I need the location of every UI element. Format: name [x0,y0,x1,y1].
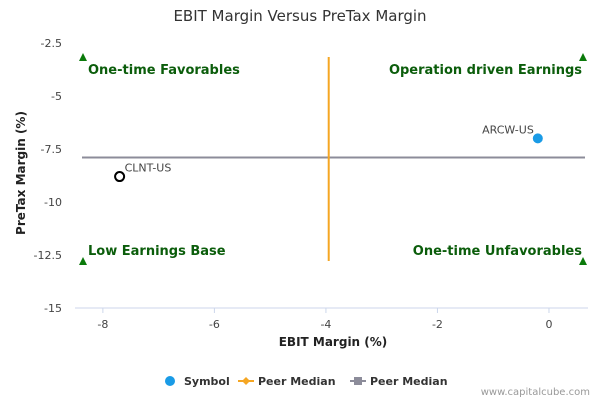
y-tick-label: -12.5 [34,249,62,262]
legend-symbol-label: Symbol [184,375,230,388]
legend-median-y-label: Peer Median [370,375,448,388]
symbol-point-label: ARCW-US [482,123,534,136]
peer-point-label: CLNT-US [125,162,172,175]
quadrant-label-top-left: One-time Favorables [88,63,240,78]
x-tick-label: -8 [97,318,108,331]
quadrant-label-bottom-right: One-time Unfavorables [413,244,582,259]
plot-area: -8 -6 -4 -2 0 -2.5 -5 -7.5 -10 -12.5 -15 One-time… [34,37,588,331]
y-axis-ticks: -2.5 -5 -7.5 -10 -12.5 -15 [34,37,62,315]
median-lines [82,57,585,261]
y-tick-label: -7.5 [41,143,62,156]
chart-title: EBIT Margin Versus PreTax Margin [173,7,426,25]
peer-point [114,171,126,183]
y-tick-label: -15 [44,302,62,315]
x-tick-label: 0 [545,318,552,331]
x-tick-label: -6 [209,318,220,331]
x-tick-label: -4 [320,318,331,331]
legend-symbol-marker [165,376,175,386]
x-axis-title: EBIT Margin (%) [279,335,388,349]
data-points: ARCW-US CLNT-US [114,123,543,183]
quadrant-labels: One-time Favorables Operation driven Earn… [88,63,582,259]
y-tick-label: -5 [51,90,62,103]
legend-median-y-marker [354,377,362,385]
quadrant-label-bottom-left: Low Earnings Base [88,244,226,259]
x-axis-ticks: -8 -6 -4 -2 0 [97,308,552,331]
legend-median-x-marker [242,377,250,385]
quadrant-triangle-marker [579,257,587,265]
y-tick-label: -10 [44,196,62,209]
quadrant-markers [79,53,587,265]
symbol-point [532,133,543,144]
y-tick-label: -2.5 [41,37,62,50]
legend-median-x-label: Peer Median [258,375,336,388]
legend: Symbol Peer Median Peer Median [165,375,448,388]
y-axis-title: PreTax Margin (%) [14,111,28,235]
quadrant-triangle-marker [79,257,87,265]
quadrant-triangle-marker [79,53,87,61]
quadrant-label-top-right: Operation driven Earnings [389,63,582,78]
quadrant-triangle-marker [579,53,587,61]
credit-text: www.capitalcube.com [481,387,590,398]
x-tick-label: -2 [432,318,443,331]
